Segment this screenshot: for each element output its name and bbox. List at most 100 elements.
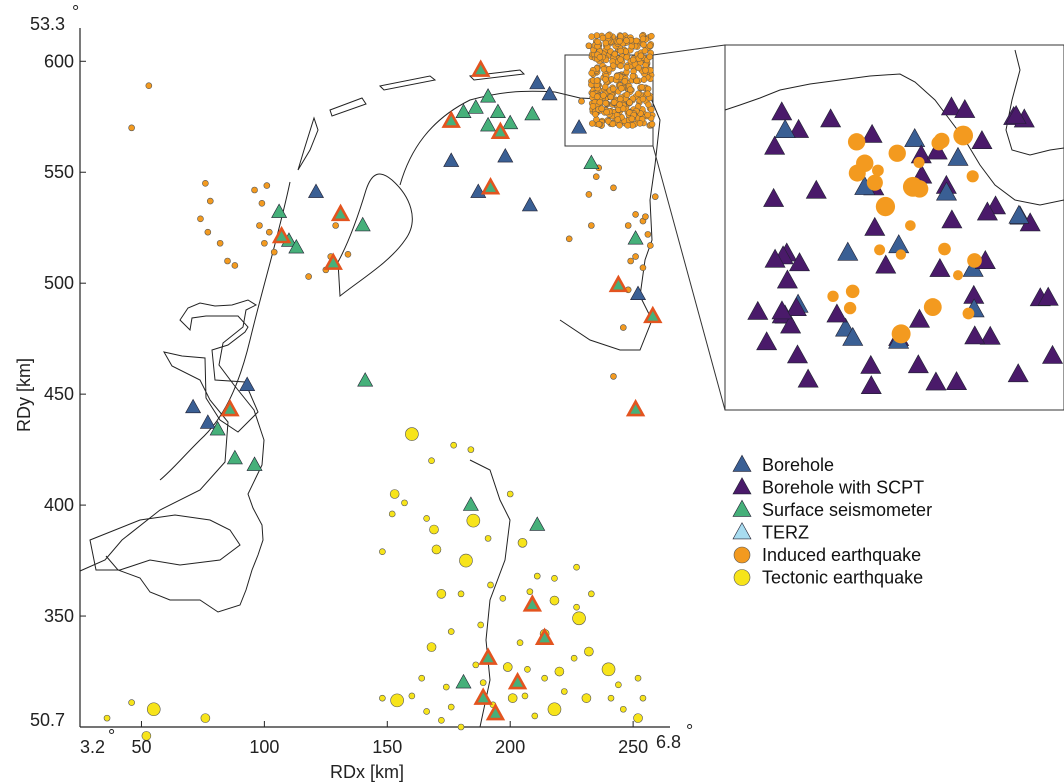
tectonic-earthquake-point bbox=[408, 692, 416, 700]
inset-induced-earthquake-point bbox=[888, 144, 906, 162]
surface-seismometer-station bbox=[357, 372, 374, 387]
x-tick-label: 200 bbox=[495, 737, 525, 757]
tectonic-earthquakes-layer bbox=[103, 427, 647, 741]
inset-borehole-scpt-station bbox=[764, 135, 786, 155]
borehole-station bbox=[497, 147, 514, 163]
induced-earthquake-point bbox=[197, 215, 204, 223]
tectonic-earthquake-point bbox=[390, 693, 404, 708]
induced-earthquake-point bbox=[610, 99, 618, 106]
induced-earthquake-point bbox=[610, 373, 617, 380]
highlighted-station bbox=[507, 671, 528, 690]
inset-borehole-station bbox=[1008, 204, 1030, 224]
induced-earthquake-point bbox=[594, 38, 601, 46]
inset-induced-earthquake-point bbox=[827, 290, 839, 302]
degree-mark-lon-right: ° bbox=[686, 721, 693, 741]
tectonic-earthquake-point bbox=[531, 712, 539, 720]
y-axis-label: RDy [km] bbox=[14, 358, 34, 432]
highlighted-station bbox=[485, 702, 506, 721]
tectonic-earthquake-point bbox=[615, 681, 622, 689]
inset-induced-earthquake-point bbox=[866, 174, 883, 191]
inset-borehole-scpt-station bbox=[1037, 286, 1059, 306]
induced-earthquake-point bbox=[609, 85, 617, 93]
highlighted-station bbox=[480, 176, 501, 195]
induced-earthquake-point bbox=[636, 120, 644, 127]
ijsselmeer bbox=[337, 173, 413, 297]
borehole-station bbox=[630, 285, 647, 300]
tectonic-earthquake-point bbox=[607, 694, 615, 702]
induced-earthquake-point bbox=[145, 82, 153, 89]
induced-earthquake-point bbox=[629, 72, 637, 80]
y-tick-label: 450 bbox=[44, 384, 74, 404]
inset-induced-earthquake-point bbox=[856, 154, 874, 172]
inset-borehole-scpt-station bbox=[940, 96, 962, 116]
y-tick-label: 550 bbox=[44, 162, 74, 182]
zeeland-islands bbox=[89, 514, 241, 571]
groningen-cluster-layer bbox=[588, 31, 656, 129]
induced-earthquake-point bbox=[332, 222, 339, 229]
borehole-station bbox=[443, 152, 460, 167]
highlighted-station bbox=[478, 647, 498, 665]
inset-induced-earthquake-point bbox=[966, 170, 979, 183]
induced-earthquake-point bbox=[265, 228, 273, 236]
tectonic-earthquake-point bbox=[521, 692, 529, 700]
inset-borehole-scpt-station bbox=[764, 248, 786, 268]
induced-earthquake-point bbox=[578, 97, 585, 105]
induced-earthquake-point bbox=[593, 32, 601, 39]
induced-earthquake-point bbox=[651, 193, 659, 200]
tectonic-earthquake-point bbox=[200, 713, 211, 723]
induced-earthquake-point bbox=[623, 63, 631, 71]
x-tick-label: 250 bbox=[618, 737, 648, 757]
tectonic-earthquake-point bbox=[379, 548, 386, 555]
corner-lat-bottom: 50.7 bbox=[30, 710, 65, 730]
induced-earthquake-point bbox=[592, 173, 600, 180]
induced-earthquake-point bbox=[627, 86, 634, 93]
induced-earthquake-point bbox=[629, 56, 637, 64]
surface-seismometer-station bbox=[480, 88, 497, 103]
tectonic-earthquake-point bbox=[479, 679, 487, 686]
inset-connector-top bbox=[652, 44, 726, 56]
x-tick-label: 150 bbox=[372, 737, 402, 757]
inset-borehole-station bbox=[774, 119, 796, 138]
y-tick-labels: 350 400 450 500 550 600 bbox=[44, 51, 86, 626]
induced-earthquake-point bbox=[648, 32, 655, 40]
highlighted-station bbox=[323, 252, 343, 270]
induced-earthquake-point bbox=[632, 211, 639, 218]
inset-borehole-scpt-station bbox=[907, 354, 929, 374]
inset-induced-earthquake-point bbox=[891, 324, 911, 344]
induced-earthquake-point bbox=[635, 64, 642, 72]
induced-earthquake-point bbox=[639, 264, 647, 271]
inset-borehole-scpt-station bbox=[929, 257, 951, 277]
surface-seismometer-station bbox=[480, 116, 497, 132]
surface-seismometer-station bbox=[524, 105, 541, 121]
inset-borehole-station bbox=[904, 127, 926, 147]
legend-label: Surface seismometer bbox=[762, 500, 932, 520]
inset-induced-earthquake-point bbox=[952, 270, 964, 281]
tectonic-earthquake-point bbox=[418, 674, 426, 682]
induced-earthquake-point bbox=[632, 253, 639, 260]
legend-marker-circle bbox=[733, 569, 751, 586]
inset-borehole-station bbox=[935, 181, 958, 201]
inset-borehole-scpt-station bbox=[785, 297, 807, 317]
tectonic-earthquake-point bbox=[533, 572, 541, 580]
corner-lon-left: 3.2 bbox=[80, 737, 105, 757]
inset-induced-earthquake-point bbox=[933, 132, 950, 149]
induced-earthquake-point bbox=[593, 77, 601, 84]
tectonic-earthquake-point bbox=[450, 441, 457, 449]
induced-earthquake-point bbox=[596, 53, 604, 61]
inset-borehole-scpt-station bbox=[860, 354, 882, 374]
induced-earthquake-point bbox=[642, 67, 649, 74]
inset-frame bbox=[724, 44, 1064, 411]
borehole-station bbox=[307, 183, 325, 198]
corner-lon-right: 6.8 bbox=[656, 732, 681, 752]
tectonic-earthquake-point bbox=[472, 661, 480, 669]
induced-earthquake-point bbox=[611, 50, 619, 58]
inset-borehole-scpt-station bbox=[1042, 344, 1064, 364]
induced-earthquake-point bbox=[599, 34, 607, 42]
induced-earthquake-point bbox=[644, 90, 651, 98]
inset-borehole-scpt-station bbox=[826, 303, 848, 323]
tectonic-earthquake-point bbox=[429, 524, 439, 535]
inset-induced-earthquake-point bbox=[910, 180, 929, 198]
inset-borehole-scpt-station bbox=[776, 269, 798, 289]
tectonic-earthquake-point bbox=[573, 603, 580, 611]
